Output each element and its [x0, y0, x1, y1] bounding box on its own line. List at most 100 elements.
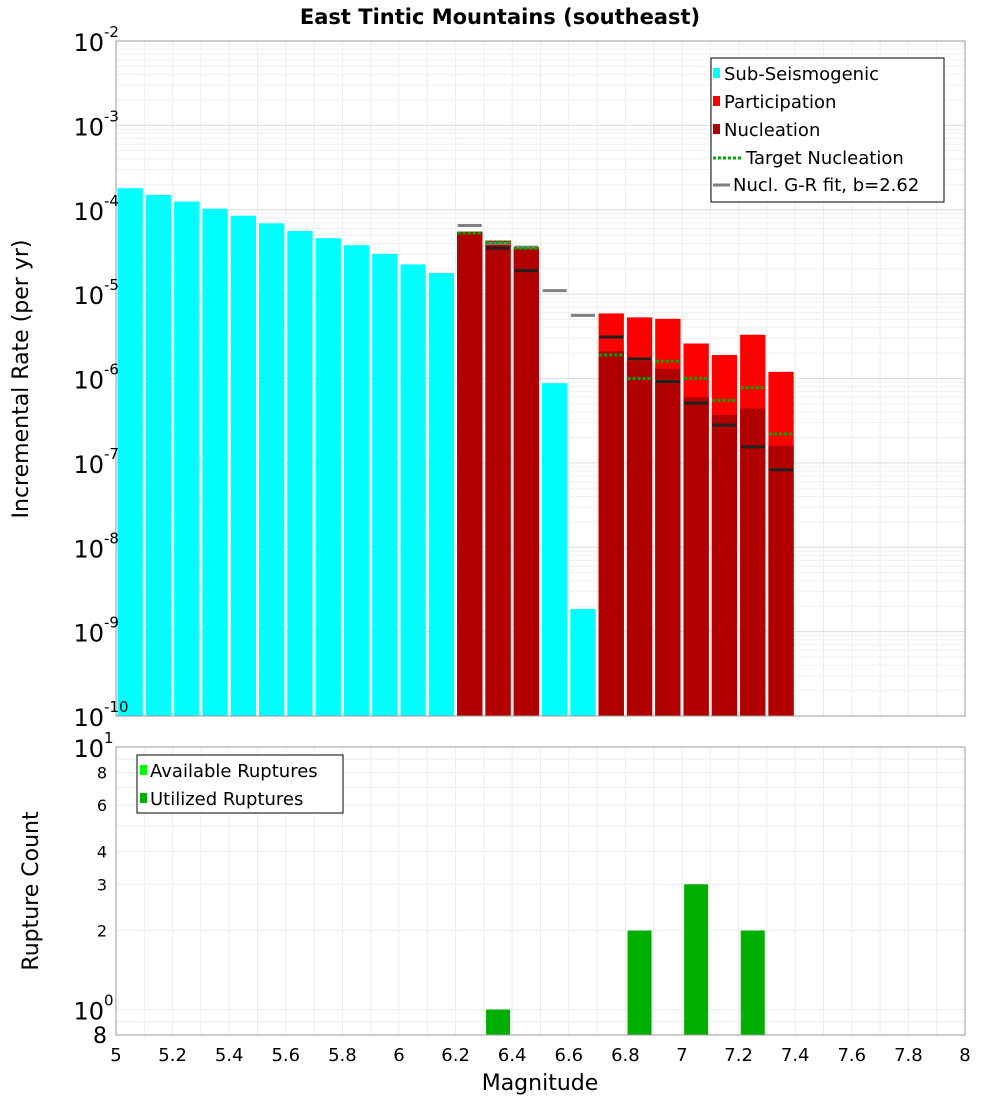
- x-tick: 6: [393, 1045, 404, 1066]
- y-tick-exponent: 0: [104, 992, 114, 1010]
- sub-seismogenic-bar: [117, 188, 143, 717]
- top-legend-box: [710, 57, 945, 203]
- y-tick-exponent: 1: [104, 729, 114, 747]
- x-tick: 7.6: [837, 1045, 866, 1066]
- x-tick: 5.2: [158, 1045, 187, 1066]
- top-y-tick: 10 -3: [73, 107, 119, 141]
- sub-seismogenic-bar: [315, 238, 341, 716]
- x-tick: 7: [676, 1045, 687, 1066]
- x-tick: 7.2: [724, 1045, 753, 1066]
- chart-title: East Tintic Mountains (southeast): [300, 5, 700, 29]
- x-tick: 5: [110, 1045, 121, 1066]
- y-tick-base: 10: [73, 620, 104, 648]
- y-tick-base: 10: [73, 998, 104, 1026]
- top-y-tick: 10 -2: [73, 23, 119, 57]
- sub-seismogenic-bar: [145, 194, 172, 716]
- top-y-tick: 10 -8: [73, 529, 119, 563]
- nucleation-bar: [711, 414, 738, 716]
- top-y-axis-label: Incremental Rate (per yr): [9, 240, 34, 519]
- bottom-y-minor-tick: 8: [97, 763, 107, 782]
- legend-swatch-nucleation: [713, 124, 720, 134]
- x-tick: 7.8: [894, 1045, 923, 1066]
- utilized-ruptures-bar: [627, 930, 652, 1035]
- bottom-y-decade-tick: 10 0: [73, 992, 113, 1026]
- x-tick-labels: 5 5.2 5.4 5.6 5.8 6 6.2 6.4 6.6 6.8 7 7.2 7.4 7.6 7.8 8: [110, 1045, 970, 1066]
- bottom-y-minor-tick: 8: [93, 1024, 107, 1049]
- top-markers: [457, 224, 794, 472]
- top-y-tick: 10 -6: [73, 361, 119, 395]
- bottom-gridlines: [115, 747, 966, 1036]
- y-tick-base: 10: [73, 282, 104, 310]
- y-tick-base: 10: [73, 451, 104, 479]
- bottom-bars: [486, 884, 765, 1035]
- top-y-tick: 10 -5: [73, 276, 119, 310]
- x-tick: 6.4: [498, 1045, 527, 1066]
- nucleation-bar: [683, 397, 709, 716]
- legend-swatch-available-ruptures: [140, 765, 147, 775]
- legend-label-participation: Participation: [724, 92, 836, 113]
- y-tick-exponent: -7: [104, 445, 119, 463]
- sub-seismogenic-bar: [343, 245, 370, 717]
- bottom-y-minor-tick: 3: [97, 875, 107, 894]
- top-y-tick: 10 -10: [73, 698, 128, 732]
- x-tick: 8: [959, 1045, 970, 1066]
- nucleation-bar: [768, 445, 794, 716]
- legend-label-nucleation: Nucleation: [724, 120, 820, 141]
- y-tick-exponent: -3: [104, 107, 119, 125]
- y-tick-base: 10: [73, 198, 104, 226]
- legend-label-sub-seismogenic: Sub-Seismogenic: [724, 64, 879, 85]
- x-tick: 5.6: [271, 1045, 300, 1066]
- sub-seismogenic-bar: [400, 264, 426, 716]
- utilized-ruptures-bar: [486, 1009, 511, 1035]
- sub-seismogenic-bar: [428, 272, 455, 716]
- legend-swatch-sub-seismogenic: [713, 68, 720, 78]
- bottom-legend-box: [136, 754, 344, 814]
- sub-seismogenic-bar: [174, 201, 200, 716]
- y-tick-base: 10: [73, 704, 104, 732]
- legend-label-target-nucleation: Target Nucleation: [745, 148, 904, 169]
- top-bars: [117, 188, 794, 717]
- x-tick: 6.8: [611, 1045, 640, 1066]
- y-tick-base: 10: [73, 367, 104, 395]
- utilized-ruptures-bar: [684, 884, 709, 1035]
- y-tick-exponent: -8: [104, 529, 119, 547]
- legend-swatch-utilized-ruptures: [140, 793, 147, 803]
- nucleation-bar: [740, 408, 766, 716]
- bottom-legend: Available Ruptures Utilized Ruptures: [136, 754, 344, 814]
- x-axis-label: Magnitude: [482, 1071, 599, 1096]
- y-tick-base: 10: [73, 113, 104, 141]
- bottom-y-decade-tick: 10 1: [73, 729, 113, 763]
- legend-label-gr-fit: Nucl. G-R fit, b=2.62: [733, 175, 919, 196]
- y-tick-exponent: -9: [104, 614, 119, 632]
- x-tick: 7.4: [781, 1045, 810, 1066]
- x-tick: 5.4: [215, 1045, 244, 1066]
- top-y-tick: 10 -4: [73, 192, 119, 226]
- y-tick-base: 10: [73, 735, 104, 763]
- nucleation-bar: [457, 231, 483, 716]
- sub-seismogenic-bar: [372, 253, 398, 716]
- sub-seismogenic-bar: [259, 223, 285, 716]
- top-gridlines: [115, 41, 966, 717]
- sub-seismogenic-bar: [542, 383, 568, 716]
- top-y-tick: 10 -7: [73, 445, 119, 479]
- y-tick-base: 10: [73, 29, 104, 57]
- legend-swatch-participation: [713, 96, 720, 106]
- legend-label-utilized-ruptures: Utilized Ruptures: [150, 789, 303, 810]
- top-legend: Sub-Seismogenic Participation Nucleation…: [710, 57, 945, 203]
- nucleation-bar: [598, 351, 624, 716]
- bottom-y-axis-label: Rupture Count: [19, 811, 44, 971]
- x-tick: 5.8: [328, 1045, 357, 1066]
- sub-seismogenic-bar: [570, 609, 596, 716]
- x-tick: 6.2: [441, 1045, 470, 1066]
- sub-seismogenic-bar: [287, 230, 313, 716]
- top-plot-frame: [115, 40, 966, 717]
- utilized-ruptures-bar: [740, 930, 765, 1035]
- sub-seismogenic-bar: [230, 215, 256, 717]
- top-y-tick: 10 -9: [73, 614, 119, 648]
- nucleation-bar: [513, 247, 539, 716]
- bottom-plot-frame: [115, 746, 966, 1036]
- nucleation-bar: [655, 368, 681, 716]
